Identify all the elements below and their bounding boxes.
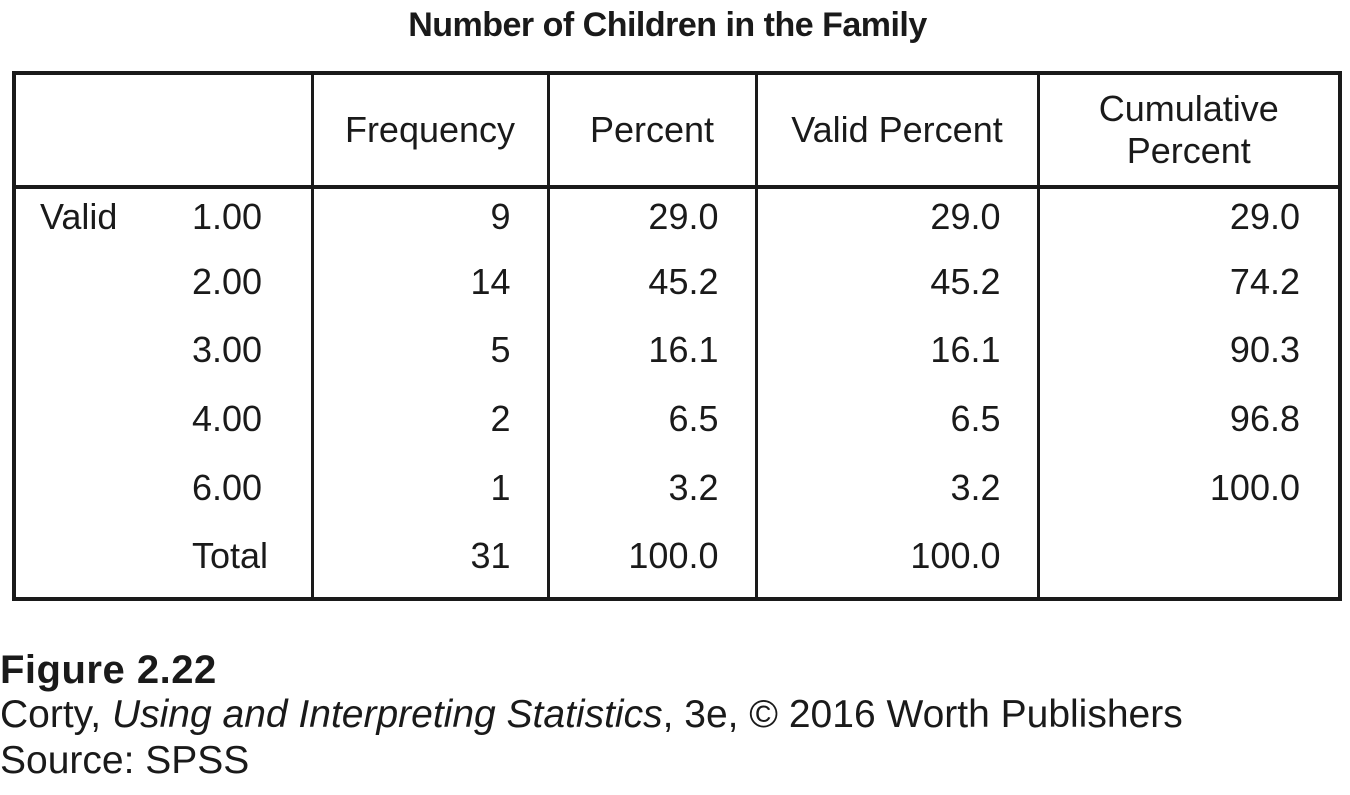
- header-row: Frequency Percent Valid Percent Cumulati…: [14, 73, 1340, 189]
- header-cumulative-line1: Cumulative: [1098, 88, 1279, 129]
- cell-frequency: 5: [310, 324, 548, 393]
- row-label-cell: Valid 1.00: [14, 187, 312, 256]
- row-value: 2.00: [192, 260, 263, 302]
- cell-percent: 45.2: [546, 255, 756, 325]
- row-value: Total: [192, 535, 269, 577]
- table-row: 2.00 14 45.2 45.2 74.2: [14, 255, 1340, 325]
- cell-frequency: 1: [310, 461, 548, 531]
- cell-cumulative-percent: 100.0: [1036, 461, 1340, 531]
- citation-line: Corty, Using and Interpreting Statistics…: [0, 692, 1183, 738]
- cell-frequency: 9: [310, 187, 548, 256]
- cell-valid-percent: 3.2: [754, 461, 1038, 531]
- row-label-cell: 2.00: [14, 256, 312, 325]
- header-valid-percent: Valid Percent: [754, 73, 1038, 189]
- row-value: 4.00: [192, 397, 263, 439]
- table-title: Number of Children in the Family: [408, 6, 927, 44]
- group-label: Valid: [40, 196, 118, 237]
- header-cumulative-line2: Percent: [1126, 130, 1251, 171]
- table-row: 6.00 1 3.2 3.2 100.0: [14, 461, 1340, 531]
- cell-valid-percent: 100.0: [754, 530, 1038, 599]
- cell-percent: 100.0: [546, 530, 756, 599]
- cell-cumulative-percent: 74.2: [1036, 255, 1340, 325]
- row-value: 3.00: [192, 329, 263, 371]
- row-label-cell: 6.00: [14, 462, 312, 531]
- cell-valid-percent: 45.2: [754, 255, 1038, 325]
- cell-percent: 6.5: [546, 392, 756, 462]
- cell-valid-percent: 29.0: [754, 187, 1038, 256]
- table-row: Valid 1.00 9 29.0 29.0 29.0: [14, 187, 1340, 256]
- citation-edition: , 3e, © 2016 Worth Publishers: [662, 693, 1183, 736]
- table-row: 3.00 5 16.1 16.1 90.3: [14, 324, 1340, 393]
- cell-frequency: 2: [310, 392, 548, 462]
- row-label-cell: Total: [14, 530, 312, 599]
- cell-frequency: 14: [310, 255, 548, 325]
- header-label: [14, 73, 312, 189]
- figure-caption: Figure 2.22 Corty, Using and Interpretin…: [0, 648, 1183, 784]
- cell-cumulative-percent: [1036, 530, 1340, 599]
- cell-cumulative-percent: 29.0: [1036, 187, 1340, 256]
- figure-number: Figure 2.22: [0, 648, 217, 692]
- cell-valid-percent: 16.1: [754, 324, 1038, 393]
- row-label-cell: 3.00: [14, 324, 312, 393]
- cell-cumulative-percent: 96.8: [1036, 392, 1340, 462]
- cell-percent: 3.2: [546, 461, 756, 531]
- header-frequency: Frequency: [310, 73, 548, 189]
- table-row: 4.00 2 6.5 6.5 96.8: [14, 392, 1340, 462]
- frequency-table: Frequency Percent Valid Percent Cumulati…: [12, 71, 1342, 601]
- row-value: 6.00: [192, 466, 263, 508]
- citation-book-title: Using and Interpreting Statistics: [111, 693, 663, 736]
- row-value: 1.00: [192, 196, 263, 237]
- cell-percent: 16.1: [546, 324, 756, 393]
- cell-valid-percent: 6.5: [754, 392, 1038, 462]
- cell-cumulative-percent: 90.3: [1036, 324, 1340, 393]
- header-percent: Percent: [546, 73, 756, 189]
- cell-frequency: 31: [310, 530, 548, 599]
- row-label-cell: 4.00: [14, 393, 312, 462]
- cell-percent: 29.0: [546, 187, 756, 256]
- header-cumulative-percent: Cumulative Percent: [1036, 73, 1340, 189]
- table-row-total: Total 31 100.0 100.0: [14, 530, 1340, 599]
- citation-author: Corty,: [0, 693, 112, 736]
- source-line: Source: SPSS: [0, 739, 250, 782]
